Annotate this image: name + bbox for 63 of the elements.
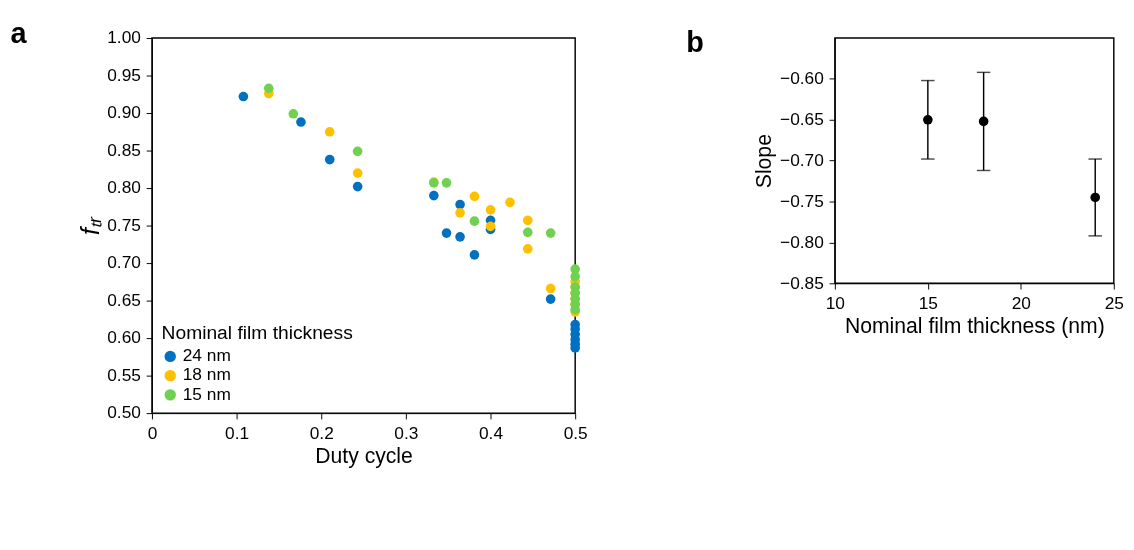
point — [441, 228, 452, 238]
x-tick-label: 0.4 — [478, 422, 504, 443]
y-tick-label: −0.60 — [780, 68, 824, 89]
y-tick-label: 1.00 — [107, 27, 141, 48]
point — [238, 91, 249, 102]
y-tick-label: −0.75 — [780, 190, 824, 211]
x-tick-label: 20 — [1011, 292, 1031, 313]
point — [545, 228, 556, 238]
x-tick-label: 0.5 — [563, 422, 588, 443]
point — [522, 227, 533, 238]
point — [469, 216, 480, 226]
x-axis-title: Nominal film thickness (nm) — [844, 313, 1105, 338]
y-tick-label: 0.65 — [107, 289, 141, 310]
y-tick-label: 0.70 — [107, 252, 141, 273]
point — [352, 146, 363, 157]
point — [505, 197, 515, 208]
point — [324, 127, 335, 137]
x-tick-label: 15 — [918, 292, 938, 313]
chart-title: b — [686, 25, 704, 58]
legend-label: 15 nm — [182, 383, 231, 404]
y-tick-label: −0.70 — [780, 149, 824, 170]
point — [469, 191, 480, 202]
y-tick-label: 0.95 — [107, 64, 141, 85]
y-tick-label: 0.85 — [107, 139, 141, 160]
x-tick-label: 10 — [825, 292, 845, 313]
point — [352, 168, 363, 178]
legend-title: Nominal film thickness — [161, 322, 353, 344]
point — [455, 199, 465, 210]
y-tick-label: 0.60 — [107, 327, 141, 348]
y-tick-label: 0.75 — [107, 214, 141, 235]
point — [288, 109, 299, 119]
point — [441, 178, 452, 188]
x-tick-label: 0.1 — [225, 422, 250, 443]
legend-label: 24 nm — [182, 345, 231, 366]
point — [324, 154, 335, 165]
x-tick-label: 0.3 — [394, 422, 419, 443]
x-tick-label: 0 — [147, 422, 158, 443]
y-tick-label: 0.55 — [107, 364, 141, 385]
point — [429, 190, 439, 201]
point — [545, 294, 556, 304]
point — [522, 215, 533, 226]
point — [263, 83, 274, 94]
point — [455, 232, 465, 242]
point — [545, 283, 556, 294]
legend-label: 18 nm — [182, 364, 231, 385]
point — [485, 205, 496, 215]
x-tick-label: 25 — [1104, 292, 1124, 313]
point — [455, 208, 465, 218]
x-axis-title: Duty cycle — [315, 443, 413, 468]
y-tick-label: −0.65 — [780, 109, 824, 130]
x-tick-label: 0.2 — [309, 422, 334, 443]
y-axis-title: fₜᵣ — [75, 215, 104, 235]
y-tick-label: 0.80 — [107, 177, 141, 198]
point — [352, 181, 363, 192]
point — [522, 244, 533, 254]
y-axis-title: Slope — [752, 134, 777, 189]
y-tick-label: 0.90 — [107, 102, 141, 123]
y-tick-label: −0.80 — [780, 231, 824, 252]
y-tick-label: 0.50 — [107, 402, 141, 423]
point — [296, 117, 306, 127]
y-tick-label: −0.85 — [780, 272, 824, 293]
point — [469, 250, 480, 260]
chart-title: a — [10, 16, 28, 49]
